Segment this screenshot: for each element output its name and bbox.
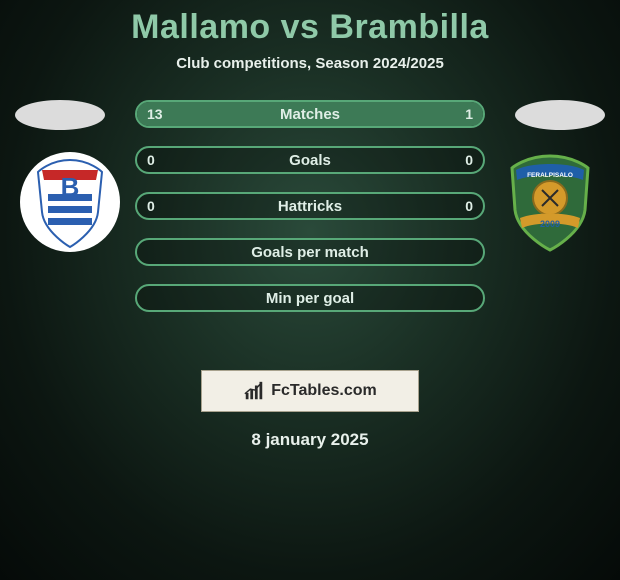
svg-text:FERALPISALO: FERALPISALO xyxy=(527,172,573,179)
player-right-oval xyxy=(515,100,605,130)
stat-value-left: 0 xyxy=(147,198,155,214)
stat-value-right: 1 xyxy=(465,106,473,122)
comparison-area: B 2009 FERALPISALO Matches131Goals00Hatt… xyxy=(0,100,620,350)
stat-row: Goals per match xyxy=(135,238,485,266)
stat-row: Matches131 xyxy=(135,100,485,128)
bar-fill-left xyxy=(137,102,414,126)
stat-row: Goals0 0 xyxy=(135,146,485,174)
stat-value-left: 0 xyxy=(147,152,155,168)
stat-value-right: 0 xyxy=(465,198,473,214)
stat-row: Hattricks0 0 xyxy=(135,192,485,220)
stat-label: Goals xyxy=(137,152,483,169)
svg-text:B: B xyxy=(61,172,80,202)
watermark: FcTables.com xyxy=(201,370,419,412)
subtitle: Club competitions, Season 2024/2025 xyxy=(0,55,620,72)
stat-label: Goals per match xyxy=(137,244,483,261)
team-left-shield-icon: B xyxy=(20,152,120,252)
team-left-crest: B xyxy=(20,152,120,252)
stat-bars: Matches131Goals00Hattricks00Goals per ma… xyxy=(135,100,485,330)
stat-row: Min per goal xyxy=(135,284,485,312)
team-right-crest: 2009 FERALPISALO xyxy=(500,152,600,252)
team-right-shield-icon: 2009 FERALPISALO xyxy=(500,152,600,252)
player-left-oval xyxy=(15,100,105,130)
card: Mallamo vs Brambilla Club competitions, … xyxy=(0,0,620,580)
stat-value-right: 0 xyxy=(465,152,473,168)
page-title: Mallamo vs Brambilla xyxy=(0,8,620,47)
stat-label: Hattricks xyxy=(137,198,483,215)
date-label: 8 january 2025 xyxy=(0,430,620,450)
stat-value-left: 13 xyxy=(147,106,163,122)
chart-icon xyxy=(243,380,265,402)
watermark-text: FcTables.com xyxy=(271,382,377,400)
stat-label: Min per goal xyxy=(137,290,483,307)
svg-text:2009: 2009 xyxy=(540,219,560,229)
